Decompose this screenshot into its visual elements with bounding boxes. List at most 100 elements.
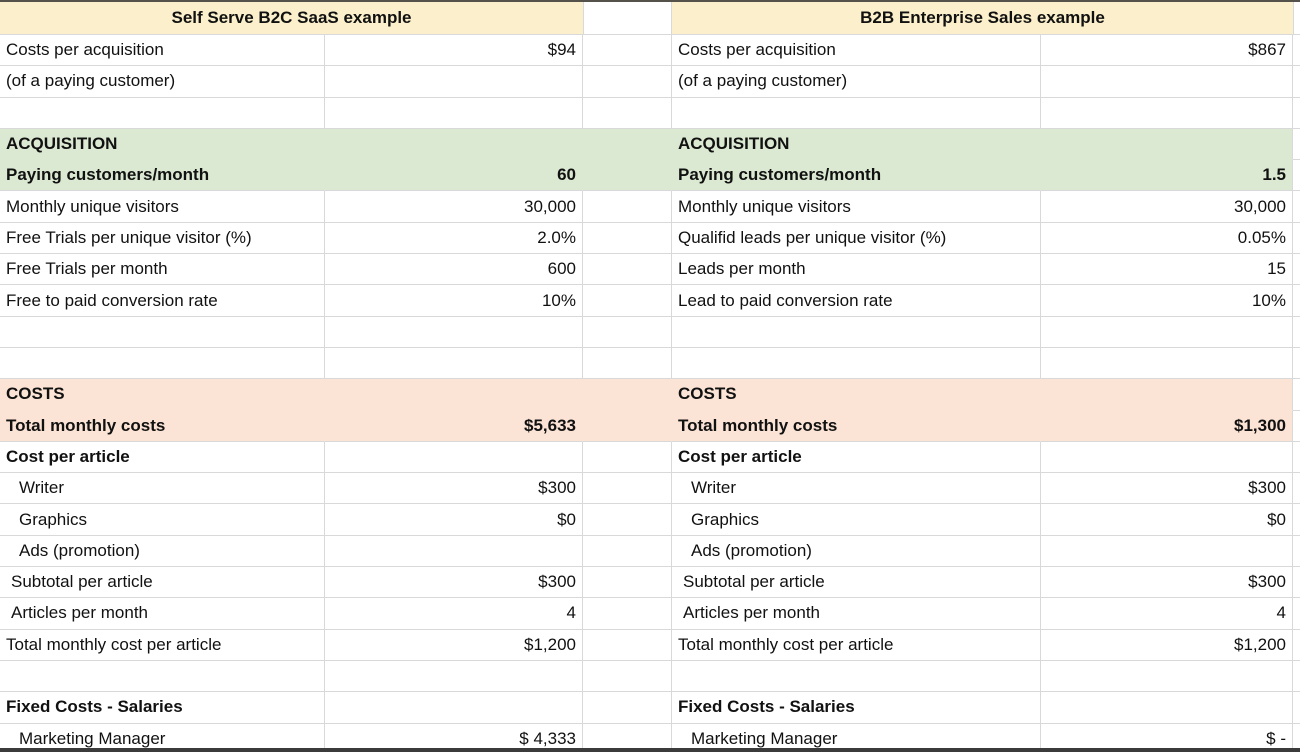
left-label-cell[interactable]: Fixed Costs - Salaries: [0, 692, 325, 724]
left-label-cell[interactable]: Total monthly costs: [0, 410, 325, 442]
edge-cell[interactable]: [1293, 379, 1300, 411]
edge-cell[interactable]: [1293, 254, 1300, 286]
left-label-cell[interactable]: Paying customers/month: [0, 160, 325, 192]
left-value-cell[interactable]: 2.0%: [325, 222, 583, 255]
right-value-cell[interactable]: [1041, 316, 1293, 348]
left-label-cell[interactable]: Subtotal per article: [0, 567, 325, 599]
left-label-cell[interactable]: Monthly unique visitors: [0, 191, 325, 223]
right-label-cell[interactable]: Cost per article: [672, 441, 1041, 474]
edge-cell[interactable]: [1293, 410, 1300, 442]
left-label-cell[interactable]: COSTS: [0, 379, 325, 411]
left-value-cell[interactable]: [325, 347, 583, 380]
left-value-cell[interactable]: $ 4,333: [325, 723, 583, 752]
spacer-cell[interactable]: [583, 379, 672, 411]
left-label-cell[interactable]: [0, 316, 325, 348]
edge-cell[interactable]: [1293, 285, 1300, 317]
right-label-cell[interactable]: ACQUISITION: [672, 128, 1041, 161]
spacer-cell[interactable]: [583, 285, 672, 317]
right-value-cell[interactable]: [1041, 128, 1293, 161]
right-value-cell[interactable]: [1041, 66, 1293, 98]
edge-cell[interactable]: [1293, 222, 1300, 255]
left-value-cell[interactable]: $94: [325, 35, 583, 67]
left-label-cell[interactable]: Free Trials per month: [0, 254, 325, 286]
right-value-cell[interactable]: 1.5: [1041, 160, 1293, 192]
spacer-cell[interactable]: [583, 660, 672, 693]
spacer-cell[interactable]: [583, 222, 672, 255]
edge-cell[interactable]: [1293, 2, 1300, 35]
right-label-cell[interactable]: (of a paying customer): [672, 66, 1041, 98]
right-label-cell[interactable]: Costs per acquisition: [672, 35, 1041, 67]
spacer-cell[interactable]: [583, 66, 672, 98]
left-value-cell[interactable]: 600: [325, 254, 583, 286]
right-label-cell[interactable]: Leads per month: [672, 254, 1041, 286]
right-value-cell[interactable]: $1,300: [1041, 410, 1293, 442]
spacer-cell[interactable]: [583, 35, 672, 67]
edge-cell[interactable]: [1293, 160, 1300, 192]
left-label-cell[interactable]: Cost per article: [0, 441, 325, 474]
spacer-cell[interactable]: [583, 629, 672, 661]
left-label-cell[interactable]: [0, 660, 325, 693]
edge-cell[interactable]: [1293, 692, 1300, 724]
left-label-cell[interactable]: Free Trials per unique visitor (%): [0, 222, 325, 255]
spacer-cell[interactable]: [583, 410, 672, 442]
right-value-cell[interactable]: 0.05%: [1041, 222, 1293, 255]
left-value-cell[interactable]: $0: [325, 504, 583, 536]
spacer-cell[interactable]: [583, 598, 672, 630]
left-label-cell[interactable]: Writer: [0, 473, 325, 505]
right-label-cell[interactable]: Monthly unique visitors: [672, 191, 1041, 223]
right-label-cell[interactable]: Articles per month: [672, 598, 1041, 630]
spacer-cell[interactable]: [583, 160, 672, 192]
spacer-cell[interactable]: [583, 535, 672, 568]
right-label-cell[interactable]: Paying customers/month: [672, 160, 1041, 192]
right-value-cell[interactable]: [1041, 660, 1293, 693]
right-value-cell[interactable]: $1,200: [1041, 629, 1293, 661]
right-label-cell[interactable]: [672, 660, 1041, 693]
right-label-cell[interactable]: Fixed Costs - Salaries: [672, 692, 1041, 724]
left-value-cell[interactable]: [325, 441, 583, 474]
left-label-cell[interactable]: Marketing Manager: [0, 723, 325, 752]
right-label-cell[interactable]: Qualifid leads per unique visitor (%): [672, 222, 1041, 255]
spacer-cell[interactable]: [583, 191, 672, 223]
edge-cell[interactable]: [1293, 504, 1300, 536]
left-value-cell[interactable]: [325, 97, 583, 129]
right-label-cell[interactable]: Total monthly costs: [672, 410, 1041, 442]
right-value-cell[interactable]: $300: [1041, 473, 1293, 505]
left-value-cell[interactable]: 30,000: [325, 191, 583, 223]
spacer-cell[interactable]: [583, 97, 672, 129]
left-label-cell[interactable]: Graphics: [0, 504, 325, 536]
right-label-cell[interactable]: Graphics: [672, 504, 1041, 536]
left-value-cell[interactable]: $1,200: [325, 629, 583, 661]
edge-cell[interactable]: [1293, 723, 1300, 752]
right-value-cell[interactable]: $300: [1041, 567, 1293, 599]
left-label-cell[interactable]: [0, 347, 325, 380]
right-label-cell[interactable]: Marketing Manager: [672, 723, 1041, 752]
right-label-cell[interactable]: [672, 97, 1041, 129]
edge-cell[interactable]: [1293, 598, 1300, 630]
spacer-cell[interactable]: [583, 723, 672, 752]
spacer-cell[interactable]: [583, 347, 672, 380]
left-label-cell[interactable]: ACQUISITION: [0, 128, 325, 161]
right-value-cell[interactable]: [1041, 441, 1293, 474]
spacer-cell[interactable]: [583, 254, 672, 286]
spacer-cell[interactable]: [583, 692, 672, 724]
spacer-cell[interactable]: [583, 316, 672, 348]
right-value-cell[interactable]: [1041, 97, 1293, 129]
edge-cell[interactable]: [1293, 97, 1300, 129]
right-value-cell[interactable]: [1041, 535, 1293, 568]
spacer-cell[interactable]: [583, 2, 672, 35]
edge-cell[interactable]: [1293, 660, 1300, 693]
left-label-cell[interactable]: Ads (promotion): [0, 535, 325, 568]
left-value-cell[interactable]: $5,633: [325, 410, 583, 442]
spacer-cell[interactable]: [583, 441, 672, 474]
right-label-cell[interactable]: Writer: [672, 473, 1041, 505]
right-label-cell[interactable]: Ads (promotion): [672, 535, 1041, 568]
right-value-cell[interactable]: [1041, 692, 1293, 724]
left-value-cell[interactable]: 60: [325, 160, 583, 192]
right-label-cell[interactable]: [672, 316, 1041, 348]
left-value-cell[interactable]: [325, 535, 583, 568]
left-value-cell[interactable]: [325, 66, 583, 98]
right-value-cell[interactable]: 30,000: [1041, 191, 1293, 223]
edge-cell[interactable]: [1293, 66, 1300, 98]
edge-cell[interactable]: [1293, 347, 1300, 380]
edge-cell[interactable]: [1293, 316, 1300, 348]
